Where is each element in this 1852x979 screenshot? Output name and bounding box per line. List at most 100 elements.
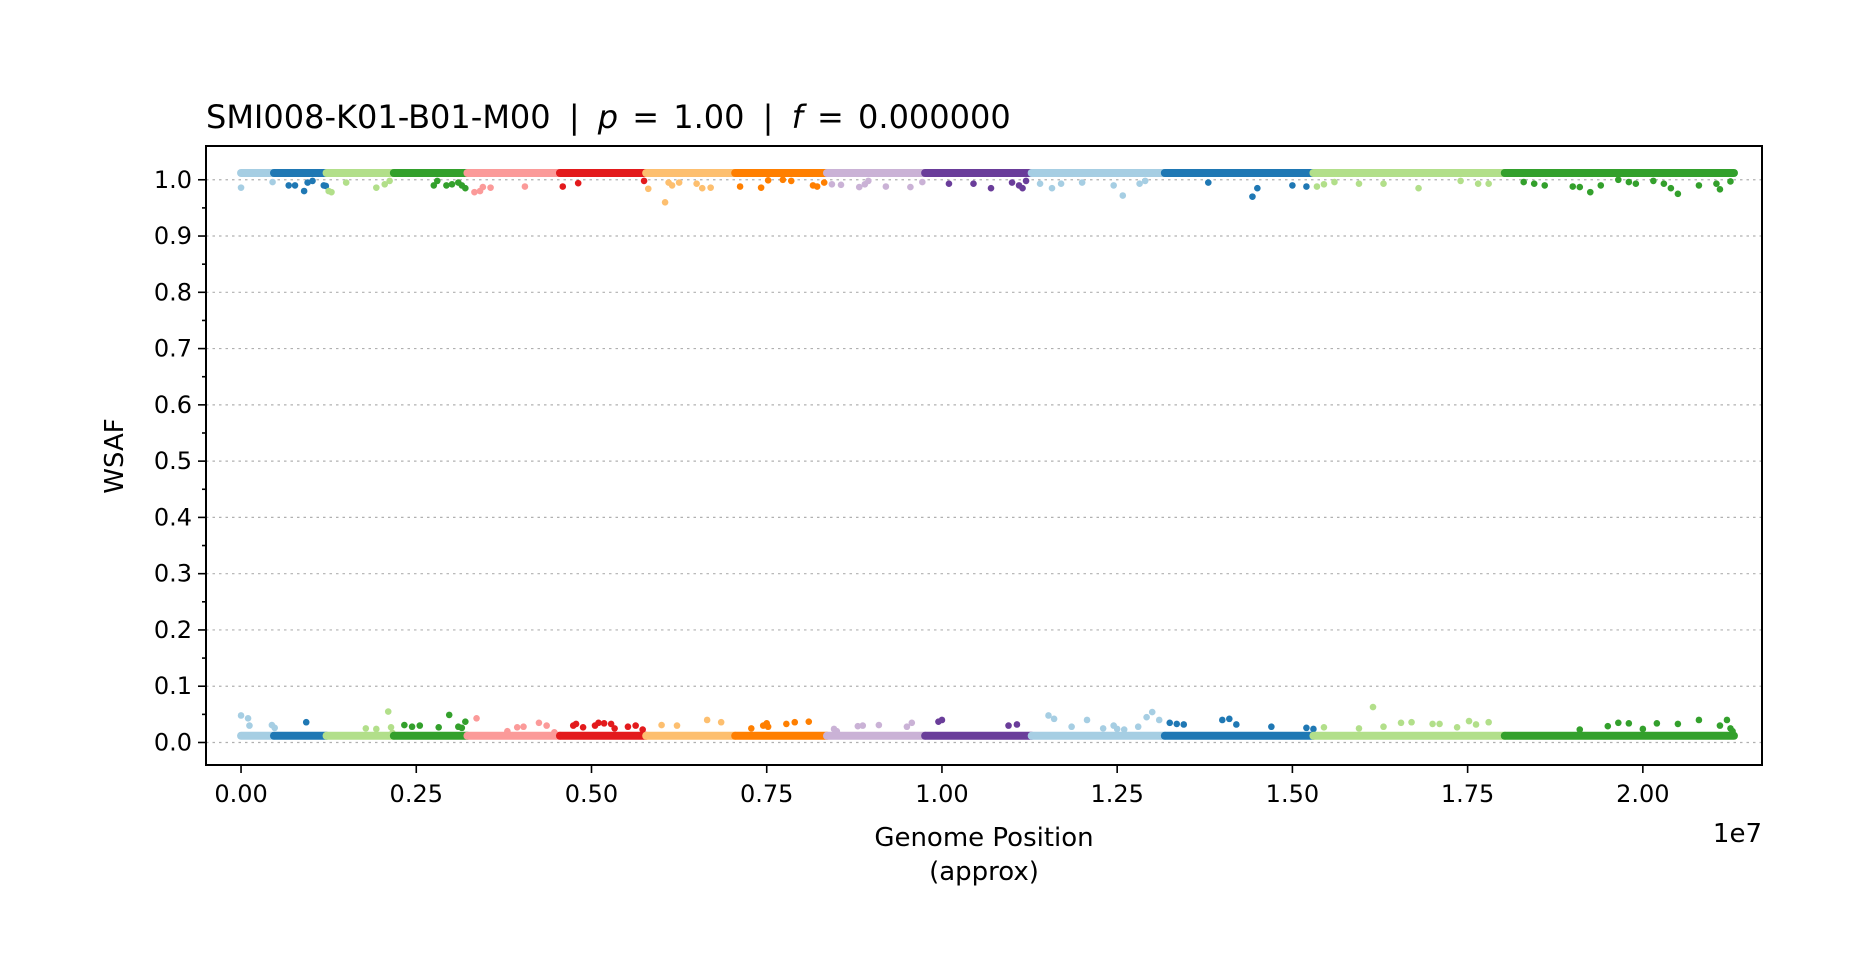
data-point — [1408, 718, 1415, 726]
title-p-symbol: p — [597, 98, 618, 136]
data-point — [854, 722, 862, 730]
data-point — [707, 184, 714, 191]
data-point — [1576, 726, 1584, 733]
data-point — [1057, 180, 1065, 188]
data-point — [373, 184, 380, 191]
data-point — [1141, 177, 1149, 185]
chromosome-series — [463, 169, 564, 740]
x-tick-label: 1.25 — [1090, 780, 1143, 808]
data-point — [1050, 715, 1058, 723]
data-point — [572, 720, 580, 728]
data-point — [1166, 719, 1174, 727]
data-point — [639, 726, 646, 733]
x-tick-label: 1.00 — [915, 780, 968, 808]
title-p-equals: = — [632, 98, 659, 136]
data-point — [1530, 180, 1538, 188]
y-tick-label: 0.9 — [154, 222, 192, 250]
data-point — [1716, 722, 1724, 729]
data-point — [658, 721, 665, 729]
data-point — [1022, 177, 1030, 185]
data-point — [908, 719, 916, 727]
data-point — [1369, 703, 1377, 711]
data-point — [783, 720, 790, 728]
data-point — [559, 183, 567, 190]
data-point — [805, 718, 813, 725]
data-point — [462, 718, 469, 725]
data-point — [1008, 179, 1016, 186]
data-point — [1268, 723, 1275, 731]
title-f-symbol: f — [792, 98, 808, 136]
data-point — [1331, 178, 1338, 186]
data-point — [443, 182, 450, 189]
data-point — [387, 723, 395, 731]
data-point — [668, 182, 676, 189]
data-point — [381, 180, 389, 188]
y-tick-label: 0.8 — [154, 278, 192, 306]
data-point — [970, 180, 977, 188]
title-sample: SMI008-K01-B01-M00 — [206, 98, 551, 136]
data-point — [302, 718, 310, 726]
chromosome-series — [822, 169, 930, 740]
data-point — [787, 177, 795, 185]
data-points — [237, 169, 1738, 740]
data-point — [1485, 180, 1492, 188]
data-point — [373, 725, 380, 733]
data-point — [1625, 720, 1633, 727]
x-axis-label-line1: Genome Position — [874, 823, 1093, 853]
data-point — [859, 722, 867, 729]
y-axis-label: WSAF — [100, 418, 130, 493]
data-point — [632, 722, 639, 729]
data-point — [1148, 708, 1156, 716]
y-tick-label: 0.1 — [154, 672, 192, 700]
data-point — [1249, 193, 1256, 200]
data-point — [1110, 182, 1117, 189]
data-point — [521, 183, 529, 190]
x-tick-label: 1.50 — [1266, 780, 1319, 808]
x-tick-label: 0.50 — [565, 780, 618, 808]
data-point — [1173, 720, 1181, 728]
data-point — [504, 727, 511, 735]
data-point — [535, 719, 543, 727]
data-point — [384, 708, 392, 715]
data-point — [328, 188, 335, 196]
data-point — [430, 182, 438, 189]
x-tick-label: 0.00 — [214, 780, 267, 808]
data-point — [435, 723, 442, 731]
data-point — [1380, 723, 1387, 731]
data-point — [1136, 180, 1143, 188]
data-point — [237, 184, 245, 191]
data-point — [269, 178, 276, 186]
data-point — [1005, 722, 1012, 729]
chromosome-series — [731, 169, 831, 740]
y-tick-label: 0.0 — [154, 728, 192, 756]
y-tick-label: 0.3 — [154, 560, 192, 588]
data-point — [595, 719, 602, 727]
data-point — [1036, 180, 1044, 188]
data-point — [1355, 180, 1363, 188]
data-point — [1474, 180, 1482, 188]
data-point — [300, 187, 308, 195]
data-point — [828, 180, 836, 188]
chromosome-series — [237, 169, 278, 740]
data-point — [875, 721, 883, 729]
data-point — [1078, 179, 1086, 186]
data-point — [473, 714, 480, 722]
title-f-value: 0.000000 — [858, 98, 1011, 136]
data-point — [322, 182, 330, 190]
data-point — [237, 712, 245, 719]
data-point — [1674, 190, 1682, 198]
data-point — [1233, 721, 1240, 728]
chromosome-series — [642, 169, 740, 740]
data-point — [1472, 721, 1480, 728]
x-axis: 0.00 0.25 0.50 0.75 1.00 1.25 1.50 1.75 2.00 — [214, 765, 1670, 808]
chromosome-series — [269, 169, 331, 740]
data-point — [1113, 725, 1121, 733]
data-point — [987, 184, 995, 192]
data-point — [611, 725, 618, 732]
data-point — [1254, 184, 1261, 192]
data-point — [1180, 721, 1188, 728]
data-point — [1068, 723, 1075, 731]
data-point — [717, 718, 725, 726]
data-point — [1120, 726, 1128, 733]
